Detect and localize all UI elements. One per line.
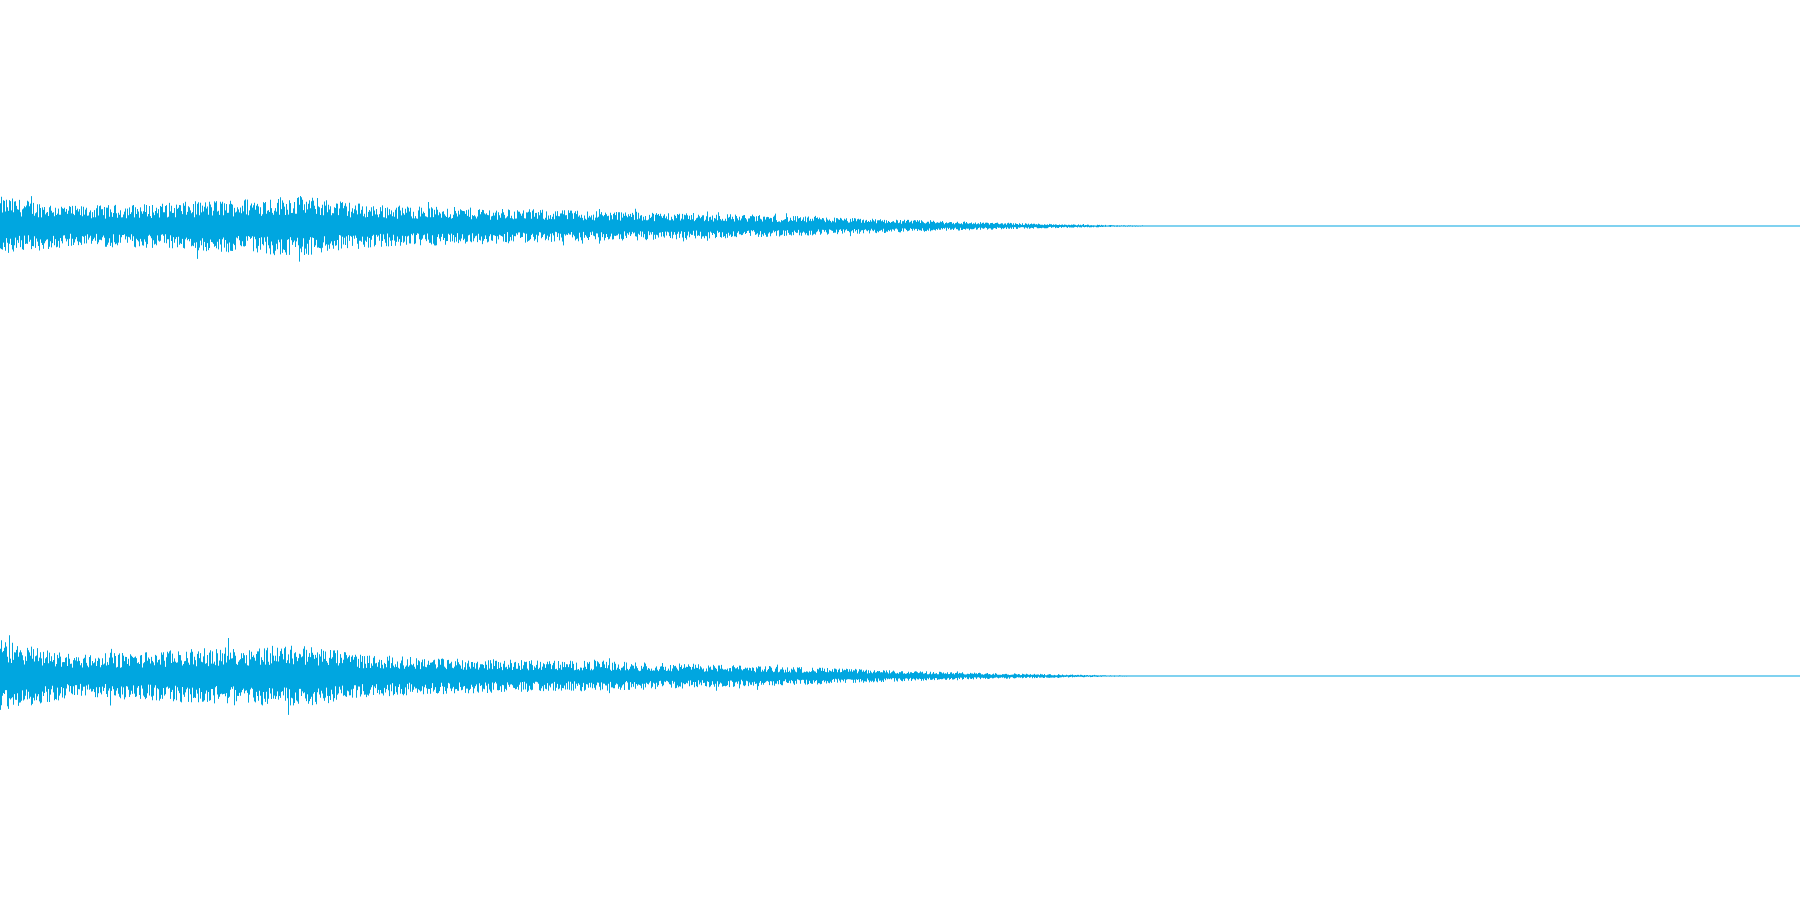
waveform-signal — [0, 635, 1180, 715]
waveform-channel-1 — [0, 196, 1800, 262]
waveform-channel-2 — [0, 635, 1800, 715]
waveform-signal — [0, 196, 1183, 262]
